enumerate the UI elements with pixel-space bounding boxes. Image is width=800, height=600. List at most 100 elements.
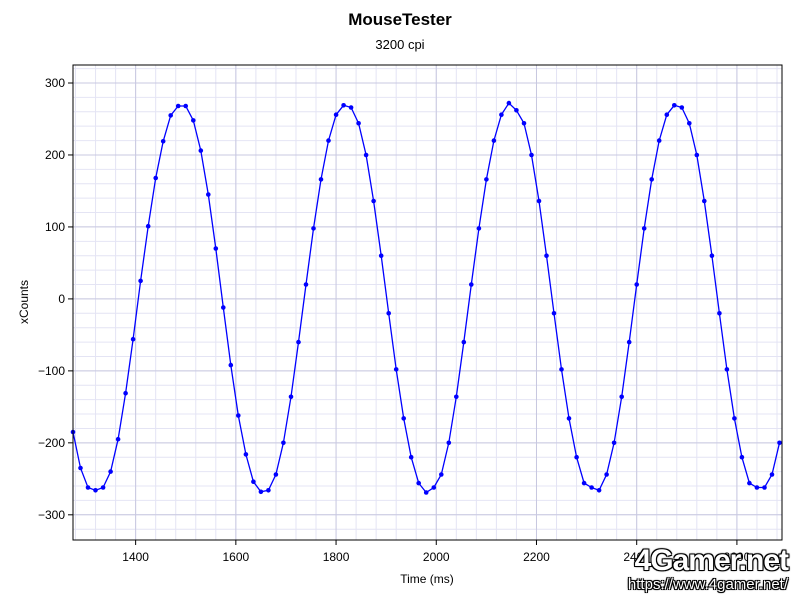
- x-tick-label: 1600: [222, 550, 249, 564]
- data-point: [559, 367, 564, 372]
- data-point: [717, 311, 722, 316]
- data-point: [484, 177, 489, 182]
- data-point: [529, 152, 534, 158]
- data-point: [611, 440, 617, 446]
- plot-area-border: [72, 64, 783, 541]
- data-point: [386, 311, 392, 316]
- data-point: [273, 472, 279, 477]
- data-point: [138, 278, 143, 284]
- x-tick-label: 2400: [623, 550, 650, 564]
- y-axis-label: xCounts: [17, 280, 31, 324]
- series-line: [72, 102, 781, 494]
- data-point: [514, 108, 519, 113]
- data-point: [551, 311, 557, 316]
- data-point: [747, 480, 752, 486]
- data-point: [431, 485, 437, 490]
- y-tick-label: −200: [38, 436, 65, 450]
- data-point: [536, 198, 542, 204]
- data-point: [664, 112, 670, 117]
- data-point: [281, 440, 286, 446]
- data-point: [506, 100, 512, 106]
- y-axis-ticks: −300 −200 −100 0 100 200 300: [38, 76, 73, 522]
- data-point: [333, 112, 339, 117]
- x-tick-label: 1400: [122, 550, 149, 564]
- data-point: [423, 490, 429, 495]
- data-point: [739, 454, 745, 460]
- data-point: [228, 362, 234, 368]
- watermark-logo: 4Gamer.net: [634, 544, 789, 577]
- watermark-url: https://www.4gamer.net/: [627, 576, 788, 593]
- y-tick-label: 0: [58, 292, 65, 306]
- data-point: [672, 103, 677, 108]
- data-point: [777, 440, 782, 446]
- data-point: [393, 367, 399, 372]
- data-point: [589, 485, 594, 490]
- data-point: [198, 148, 204, 153]
- data-point: [619, 394, 624, 400]
- major-gridlines: [73, 65, 782, 540]
- data-point: [108, 469, 113, 474]
- data-point: [356, 121, 361, 126]
- data-point: [288, 394, 294, 400]
- data-point: [243, 452, 249, 457]
- data-point: [236, 413, 241, 418]
- data-point: [251, 479, 256, 485]
- data-point: [641, 226, 647, 231]
- data-point: [93, 488, 98, 493]
- x-tick-label: 1800: [323, 550, 350, 564]
- data-point: [694, 152, 700, 158]
- data-point: [732, 416, 737, 421]
- data-point: [626, 339, 632, 345]
- watermark: 4Gamer.net https://www.4gamer.net/: [627, 544, 789, 594]
- data-series: [70, 100, 782, 495]
- data-point: [318, 177, 324, 182]
- data-point: [326, 138, 331, 143]
- data-point: [679, 105, 685, 110]
- data-point: [408, 454, 414, 460]
- y-tick-label: −100: [38, 364, 65, 378]
- data-point: [371, 198, 376, 204]
- data-point: [687, 121, 692, 126]
- data-point: [634, 282, 639, 287]
- data-point: [476, 226, 482, 231]
- data-point: [724, 367, 730, 372]
- data-point: [130, 336, 136, 342]
- data-point: [709, 253, 715, 258]
- y-tick-label: −300: [38, 508, 65, 522]
- data-point: [266, 488, 271, 493]
- data-point: [341, 103, 346, 108]
- data-point: [461, 339, 467, 345]
- data-point: [378, 253, 384, 258]
- data-point: [754, 485, 760, 490]
- data-point: [348, 105, 354, 110]
- y-tick-label: 200: [45, 148, 65, 162]
- data-point: [416, 480, 422, 486]
- chart-title: MouseTester: [348, 10, 452, 29]
- data-point: [491, 138, 497, 143]
- chart-subtitle: 3200 cpi: [375, 37, 425, 52]
- data-point: [258, 489, 264, 495]
- data-point: [100, 485, 106, 490]
- y-tick-label: 300: [45, 76, 65, 90]
- data-point: [401, 416, 407, 421]
- data-point: [78, 465, 83, 471]
- data-point: [168, 113, 173, 118]
- data-point: [160, 139, 166, 144]
- data-point: [574, 454, 579, 460]
- data-point: [604, 472, 609, 477]
- x-tick-label: 2000: [423, 550, 450, 564]
- x-axis-ticks: 1400 1600 1800 2000 2200 2400 2600: [122, 540, 751, 564]
- data-point: [454, 394, 459, 400]
- x-tick-label: 2200: [523, 550, 550, 564]
- data-point: [769, 472, 775, 477]
- y-tick-label: 100: [45, 220, 65, 234]
- data-point: [363, 152, 369, 158]
- data-point: [469, 282, 474, 287]
- data-point: [311, 226, 316, 231]
- data-point: [191, 118, 196, 123]
- data-point: [221, 305, 226, 310]
- data-point: [581, 480, 587, 486]
- data-point: [296, 339, 301, 345]
- data-point: [145, 223, 151, 229]
